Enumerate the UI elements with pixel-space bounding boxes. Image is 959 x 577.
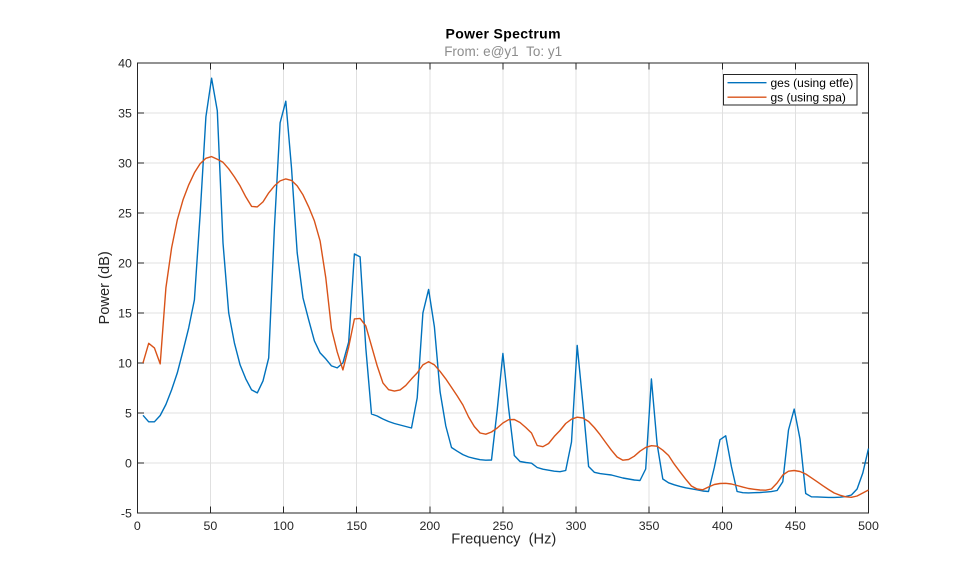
svg-text:From: e@y1 To: y1: From: e@y1 To: y1 xyxy=(444,44,562,59)
svg-text:200: 200 xyxy=(419,519,440,533)
svg-text:20: 20 xyxy=(118,256,132,270)
svg-text:Frequency (Hz): Frequency (Hz) xyxy=(451,532,556,548)
svg-text:-5: -5 xyxy=(121,507,132,521)
svg-text:150: 150 xyxy=(346,519,367,533)
svg-text:0: 0 xyxy=(134,519,141,533)
svg-text:400: 400 xyxy=(712,519,733,533)
svg-text:25: 25 xyxy=(118,206,132,220)
svg-text:500: 500 xyxy=(858,519,879,533)
svg-text:30: 30 xyxy=(118,156,132,170)
svg-text:ges (using etfe): ges (using etfe) xyxy=(771,76,854,90)
svg-text:100: 100 xyxy=(273,519,294,533)
svg-text:Power Spectrum: Power Spectrum xyxy=(446,26,561,42)
svg-text:0: 0 xyxy=(125,457,132,471)
svg-text:450: 450 xyxy=(785,519,806,533)
svg-text:350: 350 xyxy=(639,519,660,533)
svg-text:5: 5 xyxy=(125,407,132,421)
svg-text:Power (dB): Power (dB) xyxy=(97,251,113,324)
svg-text:40: 40 xyxy=(118,56,132,70)
svg-text:300: 300 xyxy=(566,519,587,533)
svg-text:35: 35 xyxy=(118,106,132,120)
svg-text:250: 250 xyxy=(493,519,514,533)
svg-text:15: 15 xyxy=(118,306,132,320)
svg-text:50: 50 xyxy=(204,519,218,533)
svg-text:gs (using spa): gs (using spa) xyxy=(771,91,846,105)
svg-text:10: 10 xyxy=(118,356,132,370)
